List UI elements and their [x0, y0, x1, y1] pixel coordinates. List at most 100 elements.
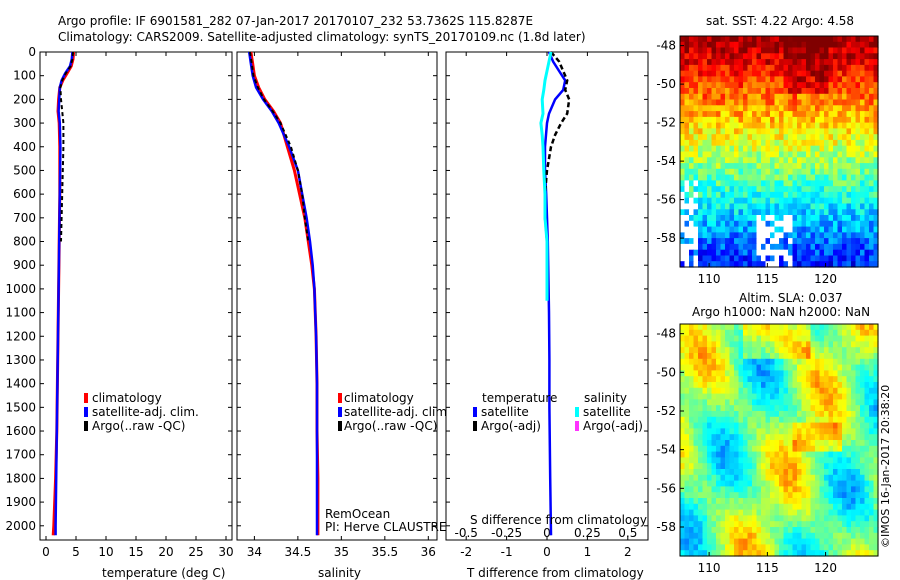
sst-map-cell: [734, 180, 740, 187]
sst-map-cell: [801, 88, 807, 95]
sla-map-cell: [873, 422, 879, 429]
sst-map-cell: [765, 53, 771, 60]
header-line-1: Argo profile: IF 6901581_282 07-Jan-2017…: [58, 14, 533, 28]
sst-map-cell: [684, 88, 690, 95]
sst-map-cell: [756, 47, 762, 54]
sla-map-cell: [693, 341, 699, 348]
sla-map-cell: [747, 480, 753, 487]
sla-map-cell: [734, 527, 740, 534]
sla-map-cell: [797, 527, 803, 534]
sst-map-cell: [824, 88, 830, 95]
sst-map-cell: [869, 70, 875, 78]
sst-map-cell: [729, 111, 735, 118]
sla-map-cell: [783, 411, 789, 418]
sst-map-cell: [689, 116, 695, 124]
sla-map-cell: [707, 527, 713, 534]
sst-map-cell: [693, 261, 699, 268]
sst-map-cell: [779, 53, 785, 60]
sla-map-cell: [837, 550, 843, 557]
sla-map-cell: [680, 335, 686, 342]
sst-map-cell: [864, 261, 870, 268]
sst-map-cell: [833, 47, 839, 54]
sla-map-cell: [864, 376, 870, 383]
sst-map-cell: [734, 70, 740, 78]
sla-map-cell: [761, 451, 767, 458]
sst-map-cell: [779, 82, 785, 89]
sla-map-cell: [707, 347, 713, 354]
sla-map-cell: [806, 527, 812, 534]
sla-map-cell: [842, 503, 848, 511]
sst-map-cell: [698, 163, 704, 170]
sst-map-cell: [707, 255, 713, 262]
sla-map-cell: [698, 411, 704, 418]
sla-map-cell: [846, 370, 852, 377]
sst-map-cell: [846, 36, 852, 43]
sst-map-cell: [855, 249, 861, 257]
sst-map-cell: [860, 64, 866, 72]
sla-map-cell: [873, 393, 879, 400]
sst-map-cell: [743, 122, 749, 129]
sst-map-cell: [842, 238, 848, 245]
sst-map-cell: [684, 174, 690, 181]
sla-map-cell: [783, 527, 789, 534]
sst-map-cell: [734, 41, 740, 49]
sla-map-cell: [738, 382, 744, 389]
sst-map-cell: [729, 261, 735, 268]
sla-map-cell: [806, 503, 812, 511]
sst-map-cell: [797, 163, 803, 170]
sla-map-cell: [779, 515, 785, 522]
sst-map-cell: [716, 88, 722, 95]
sla-map-cell: [738, 387, 744, 395]
sla-map-cell: [783, 393, 789, 400]
sla-map-cell: [752, 329, 758, 337]
sst-map-cell: [752, 220, 758, 228]
sla-map-cell: [851, 387, 857, 395]
sst-map-cell: [680, 226, 686, 233]
sla-map-cell: [716, 445, 722, 453]
sst-map-cell: [720, 226, 726, 233]
sla-map-cell: [725, 451, 731, 458]
sla-map-cell: [806, 358, 812, 366]
sst-map-cell: [855, 111, 861, 118]
sst-map-cell: [747, 122, 753, 129]
sla-map-cell: [756, 422, 762, 429]
sst-map-cell: [680, 64, 686, 72]
sla-map-cell: [810, 358, 816, 366]
sla-map-cell: [828, 341, 834, 348]
sst-map-cell: [797, 53, 803, 60]
sst-map-cell: [756, 174, 762, 181]
sst-map-cell: [842, 151, 848, 158]
sst-map-cell: [792, 203, 798, 210]
sla-map-cell: [783, 416, 789, 424]
sla-map-cell: [864, 382, 870, 389]
sst-map-cell: [851, 70, 857, 78]
sst-map-cell: [743, 134, 749, 141]
sst-map-cell: [819, 128, 825, 135]
sla-map-cell: [810, 329, 816, 337]
sla-map-cell: [698, 376, 704, 383]
sst-map-cell: [702, 203, 708, 210]
sla-map-cell: [770, 329, 776, 337]
sla-map-cell: [698, 480, 704, 487]
temperature-legend-swatch: [84, 421, 88, 431]
sla-map-cell: [792, 416, 798, 424]
sst-map-cell: [743, 116, 749, 124]
sla-map-cell: [837, 428, 843, 435]
sla-map-cell: [842, 370, 848, 377]
sla-map-cell: [747, 393, 753, 400]
sla-map-cell: [729, 457, 735, 464]
sla-map-cell: [684, 382, 690, 389]
sst-map-cell: [747, 255, 753, 262]
sst-map-cell: [743, 186, 749, 193]
sla-map-cell: [743, 474, 749, 482]
sla-map-cell: [779, 463, 785, 470]
sst-map-cell: [738, 186, 744, 193]
sst-map-cell: [743, 238, 749, 245]
sst-map-cell: [770, 53, 776, 60]
sst-map-cell: [806, 157, 812, 164]
sla-map-cell: [864, 393, 870, 400]
sla-map-cell: [806, 347, 812, 354]
sla-map-cell: [806, 474, 812, 482]
sla-map-cell: [689, 515, 695, 522]
sst-map-cell: [770, 174, 776, 181]
